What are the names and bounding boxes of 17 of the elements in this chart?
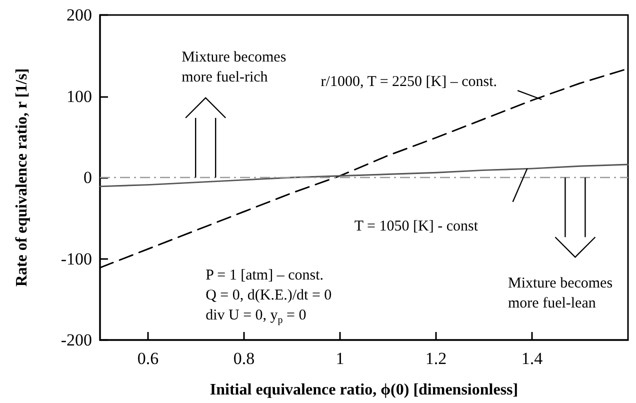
y-tick-label: -200 xyxy=(60,330,92,350)
y-tick-label: 200 xyxy=(66,6,92,24)
x-tick-label: 0.8 xyxy=(233,349,255,368)
x-tick-label: 1.4 xyxy=(521,349,544,368)
annotation: Mixture becomes more fuel-lean xyxy=(508,275,613,312)
x-tick-label: 0.6 xyxy=(137,349,159,368)
y-axis-title: Rate of equivalence ratio, r [1/s] xyxy=(14,68,30,287)
y-tick-label: -100 xyxy=(60,249,92,268)
x-tick-label: 1.2 xyxy=(425,349,447,368)
x-axis-title: Initial equivalence ratio, ϕ(0) [dimensionless] xyxy=(210,382,518,398)
y-tick-label: 0 xyxy=(84,168,92,187)
x-tick-label: 1 xyxy=(336,349,344,368)
annotation: Mixture becomes more fuel-rich xyxy=(182,50,286,86)
y-tick-label: 100 xyxy=(66,86,92,106)
line-series xyxy=(99,164,629,188)
text: T = 1050 [K] - const xyxy=(354,218,479,234)
series-label: r/1000, T = 2250 [K] – const. xyxy=(320,74,498,90)
